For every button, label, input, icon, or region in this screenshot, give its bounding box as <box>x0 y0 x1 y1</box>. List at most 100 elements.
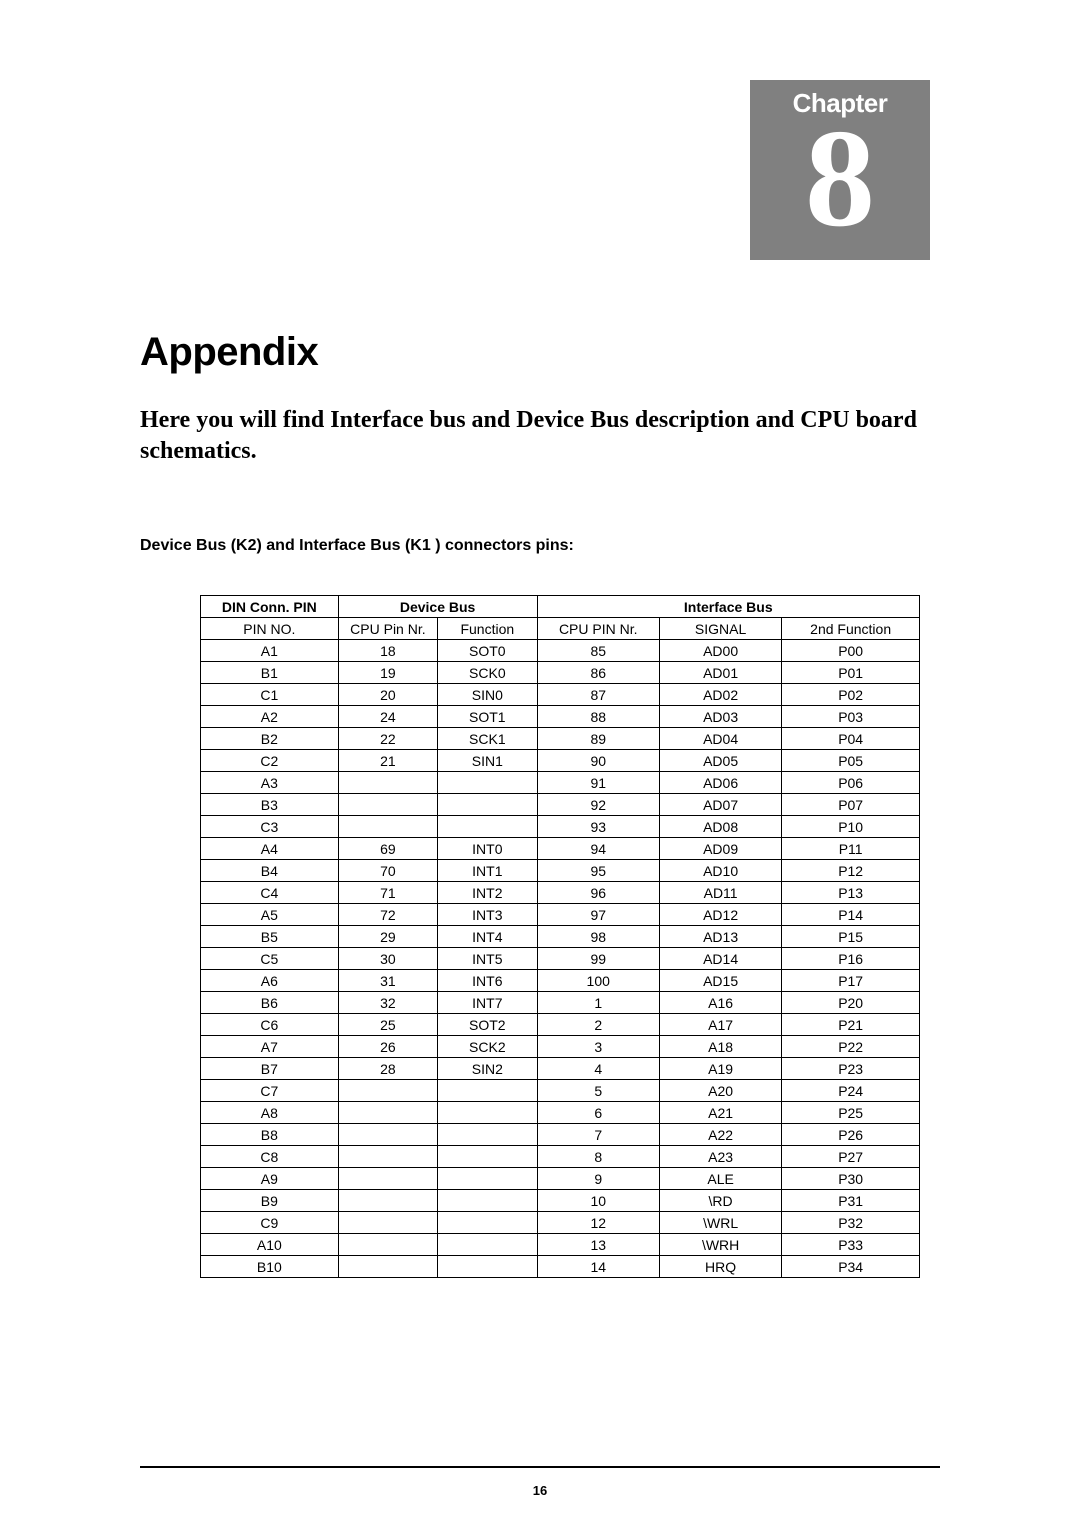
table-cell <box>338 1080 437 1102</box>
table-cell: INT4 <box>438 926 537 948</box>
table-cell: 98 <box>537 926 659 948</box>
table-cell: 100 <box>537 970 659 992</box>
table-row: B392AD07P07 <box>201 794 920 816</box>
table-row: C75A20P24 <box>201 1080 920 1102</box>
table-cell: C9 <box>201 1212 339 1234</box>
table-cell: B2 <box>201 728 339 750</box>
table-cell <box>438 1256 537 1278</box>
table-cell: 71 <box>338 882 437 904</box>
table-cell <box>338 1256 437 1278</box>
chapter-number: 8 <box>805 109 875 249</box>
table-cell <box>338 1102 437 1124</box>
table-cell: P27 <box>782 1146 920 1168</box>
table-cell: 89 <box>537 728 659 750</box>
table-cell: P03 <box>782 706 920 728</box>
table-cell: AD11 <box>659 882 781 904</box>
table-cell: C1 <box>201 684 339 706</box>
table-cell: A2 <box>201 706 339 728</box>
table-cell: P20 <box>782 992 920 1014</box>
table-cell: 24 <box>338 706 437 728</box>
column-header: 2nd Function <box>782 618 920 640</box>
table-cell: C2 <box>201 750 339 772</box>
column-header: Function <box>438 618 537 640</box>
table-cell: 10 <box>537 1190 659 1212</box>
table-cell: SIN2 <box>438 1058 537 1080</box>
table-cell: A3 <box>201 772 339 794</box>
table-cell: SOT0 <box>438 640 537 662</box>
table-subheader-row: PIN NO.CPU Pin Nr.FunctionCPU PIN Nr.SIG… <box>201 618 920 640</box>
table-cell: 95 <box>537 860 659 882</box>
table-cell: A6 <box>201 970 339 992</box>
table-cell: 6 <box>537 1102 659 1124</box>
table-cell: P12 <box>782 860 920 882</box>
table-cell: A19 <box>659 1058 781 1080</box>
table-row: B728SIN24A19P23 <box>201 1058 920 1080</box>
table-cell: AD09 <box>659 838 781 860</box>
pin-table-wrap: DIN Conn. PIN Device Bus Interface Bus P… <box>200 595 920 1278</box>
table-row: B910\RDP31 <box>201 1190 920 1212</box>
table-cell <box>438 1190 537 1212</box>
table-row: C120SIN087AD02P02 <box>201 684 920 706</box>
table-cell: P07 <box>782 794 920 816</box>
table-cell: A23 <box>659 1146 781 1168</box>
table-cell <box>338 1168 437 1190</box>
column-header: CPU PIN Nr. <box>537 618 659 640</box>
column-header: CPU Pin Nr. <box>338 618 437 640</box>
column-header: PIN NO. <box>201 618 339 640</box>
table-cell: 87 <box>537 684 659 706</box>
table-cell: SCK2 <box>438 1036 537 1058</box>
chapter-box: Chapter 8 <box>750 80 930 260</box>
table-cell: P13 <box>782 882 920 904</box>
table-cell: HRQ <box>659 1256 781 1278</box>
table-cell: 69 <box>338 838 437 860</box>
table-row: C393AD08P10 <box>201 816 920 838</box>
table-cell: \WRL <box>659 1212 781 1234</box>
table-cell: AD06 <box>659 772 781 794</box>
table-row: C471INT296AD11P13 <box>201 882 920 904</box>
table-cell: 97 <box>537 904 659 926</box>
table-row: A572INT397AD12P14 <box>201 904 920 926</box>
table-cell: A22 <box>659 1124 781 1146</box>
table-cell: SCK0 <box>438 662 537 684</box>
table-cell: 3 <box>537 1036 659 1058</box>
table-cell: A5 <box>201 904 339 926</box>
table-cell <box>438 1212 537 1234</box>
table-cell: SIN0 <box>438 684 537 706</box>
table-cell: 29 <box>338 926 437 948</box>
header-din: DIN Conn. PIN <box>201 596 339 618</box>
table-row: A631INT6100AD15P17 <box>201 970 920 992</box>
table-cell: P11 <box>782 838 920 860</box>
table-row: A391AD06P06 <box>201 772 920 794</box>
table-cell <box>438 794 537 816</box>
table-cell: INT7 <box>438 992 537 1014</box>
table-cell: 18 <box>338 640 437 662</box>
table-cell: P34 <box>782 1256 920 1278</box>
table-cell: A8 <box>201 1102 339 1124</box>
table-cell: P00 <box>782 640 920 662</box>
table-row: B119SCK086AD01P01 <box>201 662 920 684</box>
table-cell: P23 <box>782 1058 920 1080</box>
column-header: SIGNAL <box>659 618 781 640</box>
table-cell <box>338 1234 437 1256</box>
table-cell: INT1 <box>438 860 537 882</box>
table-cell: P10 <box>782 816 920 838</box>
table-cell: B4 <box>201 860 339 882</box>
table-cell: AD07 <box>659 794 781 816</box>
table-cell: AD14 <box>659 948 781 970</box>
table-cell: B6 <box>201 992 339 1014</box>
table-row: A469INT094AD09P11 <box>201 838 920 860</box>
table-cell: 32 <box>338 992 437 1014</box>
table-cell: A16 <box>659 992 781 1014</box>
table-cell: ALE <box>659 1168 781 1190</box>
table-cell: C4 <box>201 882 339 904</box>
table-cell: A1 <box>201 640 339 662</box>
table-cell: 99 <box>537 948 659 970</box>
table-row: B632INT71A16P20 <box>201 992 920 1014</box>
table-cell <box>438 1146 537 1168</box>
table-cell: \WRH <box>659 1234 781 1256</box>
table-cell: 25 <box>338 1014 437 1036</box>
table-cell <box>438 1102 537 1124</box>
table-cell: 85 <box>537 640 659 662</box>
table-cell: INT0 <box>438 838 537 860</box>
table-cell: 70 <box>338 860 437 882</box>
